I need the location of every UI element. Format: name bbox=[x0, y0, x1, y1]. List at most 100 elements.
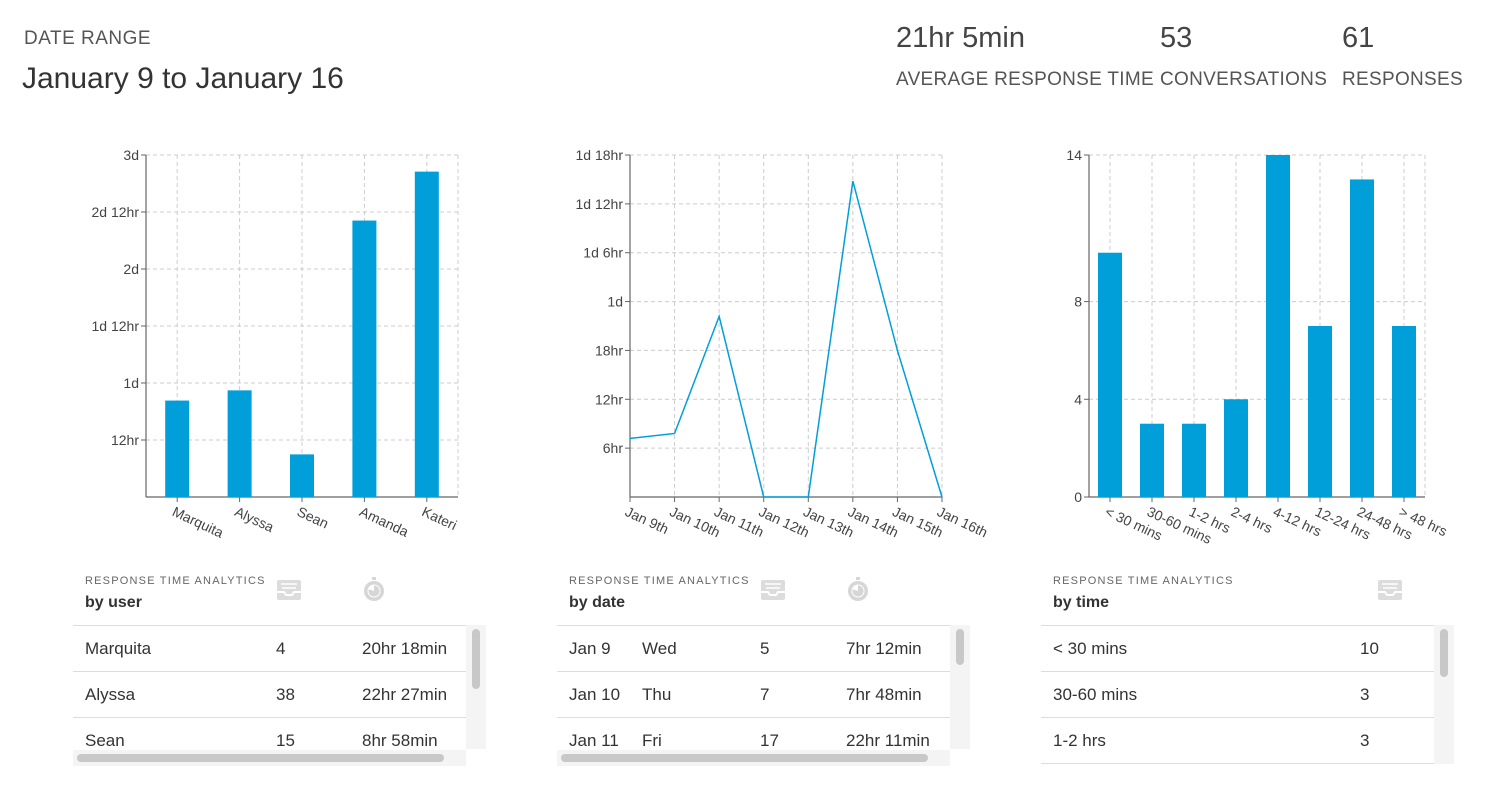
responses-cell: 17 bbox=[760, 731, 779, 750]
time-table: < 30 mins 10 30-60 mins 3 1-2 hrs 3 bbox=[1041, 625, 1434, 765]
table-row[interactable]: 30-60 mins 3 bbox=[1041, 672, 1434, 718]
weekday-cell: Thu bbox=[642, 685, 672, 704]
section-caption-user: RESPONSE TIME ANALYTICS bbox=[85, 575, 266, 587]
horizontal-scrollbar[interactable] bbox=[561, 754, 928, 762]
section-title-user: by user bbox=[85, 594, 142, 611]
count-cell: 10 bbox=[1360, 639, 1379, 658]
weekday-cell: Fri bbox=[642, 731, 662, 750]
bar bbox=[1266, 155, 1290, 497]
y-tick-label: 1d 12hr bbox=[92, 318, 140, 334]
x-tick-label: Marquita bbox=[170, 503, 226, 541]
table-row[interactable]: Marquita 4 20hr 18min bbox=[73, 626, 466, 672]
table-row[interactable]: Alyssa 38 22hr 27min bbox=[73, 672, 466, 718]
y-tick-label: 12hr bbox=[111, 432, 139, 448]
bar bbox=[1350, 179, 1374, 497]
x-tick-label: Jan 14th bbox=[846, 503, 901, 540]
date-range-value[interactable]: January 9 to January 16 bbox=[22, 62, 344, 95]
table-row[interactable]: Jan 10 Thu 7 7hr 48min bbox=[557, 672, 950, 718]
responses-value: 61 bbox=[1342, 22, 1375, 54]
x-tick-label: Jan 16th bbox=[935, 503, 990, 540]
stopwatch-icon[interactable] bbox=[844, 576, 872, 604]
user-avg-time: 20hr 18min bbox=[362, 639, 448, 658]
x-tick-label: Alyssa bbox=[232, 503, 276, 535]
table-row[interactable]: Jan 11 Fri 17 22hr 11min bbox=[557, 718, 950, 750]
count-cell: 3 bbox=[1360, 685, 1370, 704]
bar bbox=[1182, 423, 1206, 497]
y-tick-label: 4 bbox=[1074, 391, 1082, 407]
vertical-scrollbar[interactable] bbox=[956, 629, 964, 665]
table-row[interactable]: Jan 9 Wed 5 7hr 12min bbox=[557, 626, 950, 672]
y-tick-label: 12hr bbox=[595, 391, 623, 407]
bar bbox=[227, 390, 252, 497]
vertical-scrollbar[interactable] bbox=[472, 629, 480, 689]
time-bucket-cell: 30-60 mins bbox=[1053, 685, 1138, 704]
x-tick-label: Jan 12th bbox=[756, 503, 811, 540]
table-row[interactable]: < 30 mins 10 bbox=[1041, 626, 1434, 672]
section-caption-time: RESPONSE TIME ANALYTICS bbox=[1053, 575, 1234, 587]
response-time-by-date-chart: 6hr 12hr 18hr 1d 1d 6hr 1d 12hr 1d 18hr Jan 9th… bbox=[576, 147, 991, 540]
inbox-icon[interactable] bbox=[759, 576, 787, 604]
bar bbox=[290, 454, 314, 497]
vertical-scrollbar[interactable] bbox=[1440, 629, 1448, 677]
weekday-cell: Wed bbox=[642, 639, 677, 658]
bar bbox=[1392, 326, 1416, 497]
horizontal-scrollbar[interactable] bbox=[77, 754, 444, 762]
y-tick-label: 1d 18hr bbox=[576, 147, 624, 163]
time-bucket-cell: 1-2 hrs bbox=[1053, 731, 1106, 750]
user-responses: 4 bbox=[276, 639, 286, 658]
user-name: Marquita bbox=[85, 639, 152, 658]
bar bbox=[352, 220, 377, 498]
section-title-time: by time bbox=[1053, 594, 1110, 611]
bar bbox=[165, 400, 190, 497]
y-tick-label: 0 bbox=[1074, 489, 1082, 505]
y-tick-label: 1d 6hr bbox=[583, 245, 623, 261]
y-tick-label: 3d bbox=[123, 147, 139, 163]
avg-response-time-label: AVERAGE RESPONSE TIME bbox=[896, 69, 1154, 90]
y-tick-label: 8 bbox=[1074, 294, 1082, 310]
y-tick-label: 1d bbox=[123, 375, 139, 391]
bar bbox=[1308, 326, 1332, 497]
bar bbox=[1098, 252, 1122, 497]
x-tick-label: Kateri bbox=[420, 503, 460, 533]
section-caption-date: RESPONSE TIME ANALYTICS bbox=[569, 575, 750, 587]
y-tick-label: 2d 12hr bbox=[92, 204, 140, 220]
x-tick-label: Sean bbox=[295, 503, 331, 531]
user-table: Marquita 4 20hr 18min Alyssa 38 22hr 27m… bbox=[73, 625, 466, 750]
table-row[interactable]: 1-2 hrs 3 bbox=[1041, 718, 1434, 764]
count-cell: 3 bbox=[1360, 731, 1370, 750]
y-tick-label: 2d bbox=[123, 261, 139, 277]
bar bbox=[1224, 399, 1248, 497]
x-tick-label: Jan 9th bbox=[623, 503, 671, 537]
avg-time-cell: 22hr 11min bbox=[846, 731, 930, 750]
inbox-icon[interactable] bbox=[275, 576, 303, 604]
response-time-by-user-chart: 12hr 1d 1d 12hr 2d 2d 12hr 3d Marquita Alyssa Se… bbox=[92, 147, 460, 541]
avg-time-cell: 7hr 48min bbox=[846, 685, 922, 704]
y-tick-label: 14 bbox=[1066, 147, 1082, 163]
inbox-icon[interactable] bbox=[1376, 576, 1404, 604]
vertical-scroll-track bbox=[950, 625, 970, 749]
x-tick-label: Jan 13th bbox=[801, 503, 856, 540]
time-bucket-cell: < 30 mins bbox=[1053, 639, 1128, 658]
date-cell: Jan 9 bbox=[569, 639, 611, 658]
user-name: Sean bbox=[85, 731, 125, 750]
series-line bbox=[629, 180, 943, 498]
conversations-value: 53 bbox=[1160, 22, 1193, 54]
date-range-label: DATE RANGE bbox=[24, 28, 152, 49]
section-title-date: by date bbox=[569, 594, 626, 611]
date-table: Jan 9 Wed 5 7hr 12min Jan 10 Thu 7 7hr 4… bbox=[557, 625, 950, 750]
avg-response-time-value: 21hr 5min bbox=[896, 22, 1025, 54]
x-tick-label: Jan 10th bbox=[667, 503, 722, 540]
x-tick-label: Jan 11th bbox=[712, 503, 766, 540]
y-tick-label: 1d bbox=[607, 294, 623, 310]
x-tick-label: Amanda bbox=[357, 503, 411, 540]
bar bbox=[1140, 423, 1164, 497]
y-tick-label: 1d 12hr bbox=[576, 196, 624, 212]
user-avg-time: 8hr 58min bbox=[362, 731, 438, 750]
user-name: Alyssa bbox=[85, 685, 136, 704]
date-cell: Jan 10 bbox=[569, 685, 621, 704]
table-row[interactable]: Sean 15 8hr 58min bbox=[73, 718, 466, 750]
bar bbox=[414, 171, 439, 497]
stopwatch-icon[interactable] bbox=[360, 576, 388, 604]
y-tick-label: 6hr bbox=[603, 440, 624, 456]
